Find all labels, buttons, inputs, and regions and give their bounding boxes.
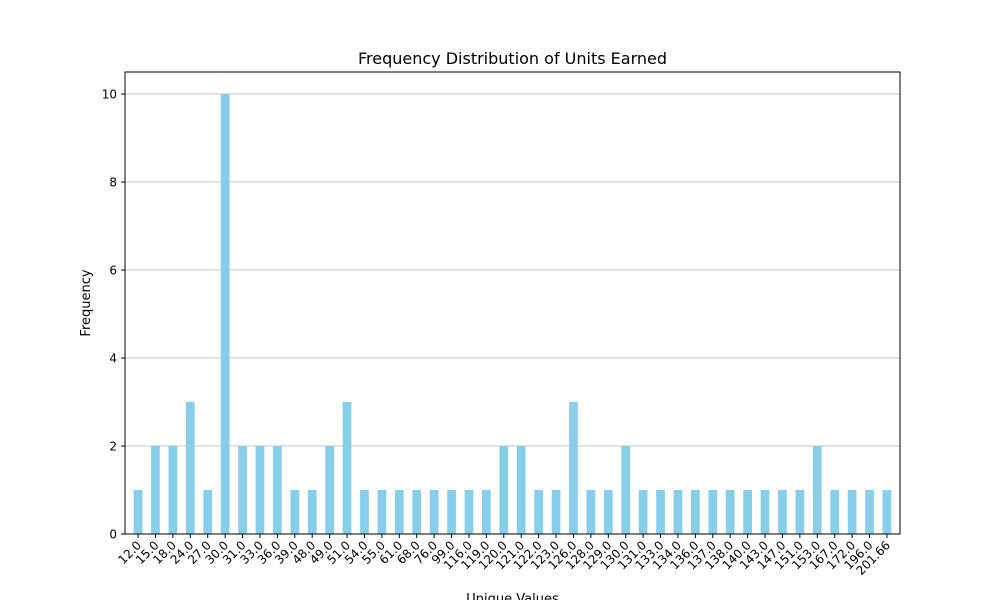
bar: [656, 490, 665, 534]
bar: [151, 446, 160, 534]
x-axis-ticks: 12.015.018.024.027.030.031.033.036.039.0…: [115, 534, 893, 578]
bar: [360, 490, 369, 534]
y-tick-label: 4: [109, 352, 117, 366]
bar: [412, 490, 422, 534]
bar: [691, 490, 700, 534]
y-tick-label: 0: [109, 528, 117, 542]
bar: [499, 446, 509, 534]
y-axis-label: Frequency: [79, 269, 94, 336]
bar: [743, 490, 752, 534]
plot-frame: [124, 71, 901, 535]
bar: [586, 490, 596, 534]
bar: [133, 490, 143, 534]
bar: [342, 402, 352, 534]
bar: [377, 490, 387, 534]
bar: [429, 490, 439, 534]
bar: [534, 490, 543, 534]
bar: [482, 490, 491, 534]
bars: [133, 94, 892, 534]
bar: [725, 490, 735, 534]
bar: [830, 490, 840, 534]
bar: [865, 490, 874, 534]
y-tick-label: 10: [102, 88, 117, 102]
y-tick-label: 8: [109, 176, 117, 190]
bar: [447, 490, 456, 534]
bar: [307, 490, 317, 534]
bar: [238, 446, 247, 534]
bar: [273, 446, 282, 534]
y-tick-label: 2: [109, 440, 117, 454]
bar: [464, 490, 474, 534]
bar: [795, 490, 805, 534]
bar: [638, 490, 648, 534]
bar: [290, 490, 300, 534]
y-tick-label: 6: [109, 264, 117, 278]
y-axis-ticks: 0 2 4 6 8 10: [102, 88, 125, 542]
bar: [603, 490, 613, 534]
bar: [185, 402, 195, 534]
bar: [812, 446, 822, 534]
bar: [882, 490, 892, 534]
bar: [551, 490, 561, 534]
bar: [203, 490, 213, 534]
bar: [673, 490, 683, 534]
bar: [325, 446, 334, 534]
bar: [760, 490, 770, 534]
bar: [778, 490, 787, 534]
bar: [516, 446, 526, 534]
bar: [847, 490, 857, 534]
grid-lines: [125, 93, 900, 447]
bar: [708, 490, 718, 534]
bar: [220, 94, 230, 534]
bar: [621, 446, 631, 534]
chart-title: Frequency Distribution of Units Earned: [358, 49, 667, 68]
x-axis-label: Unique Values: [466, 592, 559, 600]
bar: [168, 446, 178, 534]
bar: [255, 446, 265, 534]
bar: [569, 402, 578, 534]
bar: [394, 490, 404, 534]
